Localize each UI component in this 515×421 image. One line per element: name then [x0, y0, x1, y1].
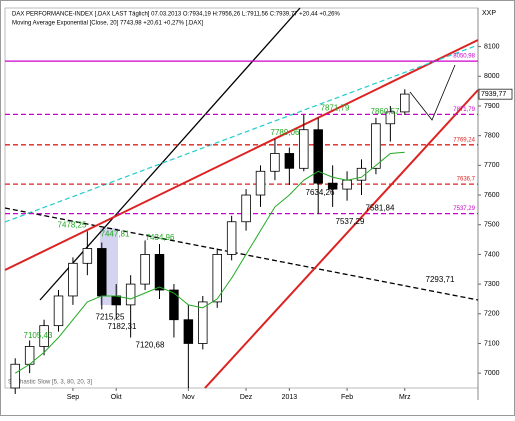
y-tick-label: 7800 [484, 133, 500, 140]
price-annotation: 7120,68 [136, 340, 165, 349]
chart-title: DAX PERFORMANCE-INDEX [.DAX LAST Täglich… [12, 12, 341, 18]
y-tick-label: 7700 [484, 162, 500, 169]
price-annotation: 7537,29 [336, 217, 365, 226]
indicator-label: Stochastic Slow [5, 3, 80, 20, 3] [8, 380, 92, 386]
y-tick-label: 8100 [484, 43, 500, 50]
y-tick-label: 7000 [484, 370, 500, 377]
level-label: 7636,7 [457, 177, 476, 183]
price-annotation: 7871,79 [321, 103, 350, 112]
x-tick-label: 2013 [282, 394, 298, 401]
candle-body [183, 319, 194, 344]
price-annotation: 7478,25 [58, 220, 87, 229]
candle-body [97, 248, 107, 297]
price-annotation: 7447,81 [101, 229, 130, 238]
level-label: 7537,29 [453, 206, 475, 212]
candle-body [371, 123, 381, 169]
price-annotation: 7434,96 [146, 233, 175, 242]
candle-body [255, 170, 266, 196]
price-annotation: 7581,84 [366, 204, 395, 213]
last-price-box [478, 88, 513, 100]
candle-body [270, 153, 280, 172]
candle-body [53, 295, 64, 327]
candle-body [169, 289, 179, 321]
axis-label: XXP [482, 10, 496, 17]
level-label: 8050,98 [453, 54, 475, 60]
candle-body [68, 262, 78, 297]
price-annotation: 7860,57 [371, 107, 400, 116]
candle-body [284, 153, 295, 169]
y-tick-label: 7600 [484, 192, 500, 199]
candle-body [385, 111, 396, 125]
channel-line [4, 39, 479, 271]
x-tick-label: Feb [341, 394, 353, 401]
candle-body [82, 248, 93, 264]
projection-arrow [409, 64, 456, 121]
channel-line [204, 89, 479, 389]
candle-body [299, 129, 309, 169]
candle-body [125, 283, 136, 306]
y-tick-label: 7500 [484, 222, 500, 229]
x-tick-label: Sep [67, 394, 80, 401]
candle-body [327, 182, 338, 190]
candle-body [342, 179, 352, 190]
y-tick-label: 7100 [484, 340, 500, 347]
candle-body [154, 254, 165, 291]
price-annotation: 7293,71 [426, 275, 455, 284]
price-annotation: 7634,26 [306, 188, 335, 197]
level-label: 7769,24 [453, 137, 475, 143]
trend-line [4, 207, 479, 301]
y-tick-label: 8000 [484, 73, 500, 80]
candle-body [212, 254, 222, 303]
x-tick-label: Nov [182, 394, 195, 401]
price-annotation: 7182,31 [108, 322, 137, 331]
candle-body [111, 295, 121, 306]
price-annotation: 7215,25 [96, 312, 125, 321]
candle-body [198, 301, 208, 344]
x-tick-label: Okt [111, 394, 122, 401]
candle-body [140, 254, 150, 285]
candle-body [10, 363, 20, 389]
x-tick-label: Mrz [399, 394, 411, 401]
candle-body [313, 129, 323, 184]
level-label: 7871,79 [453, 107, 475, 113]
y-tick-label: 7200 [484, 311, 500, 318]
last-price-label: 7939,77 [481, 91, 506, 98]
candle-body [39, 325, 49, 347]
moving-average [14, 151, 405, 374]
candle-body [226, 221, 237, 255]
y-tick-label: 7900 [484, 103, 500, 110]
x-tick-label: Dez [240, 394, 253, 401]
candle-body [400, 93, 410, 113]
candle-body [241, 194, 251, 223]
y-tick-label: 7300 [484, 281, 500, 288]
y-tick-label: 7400 [484, 251, 500, 258]
trend-line [4, 44, 479, 223]
price-annotation: 7105,43 [24, 331, 53, 340]
price-annotation: 7789,06 [271, 128, 300, 137]
chart-subtitle: Moving Average Exponential [Close, 20] 7… [12, 21, 203, 27]
